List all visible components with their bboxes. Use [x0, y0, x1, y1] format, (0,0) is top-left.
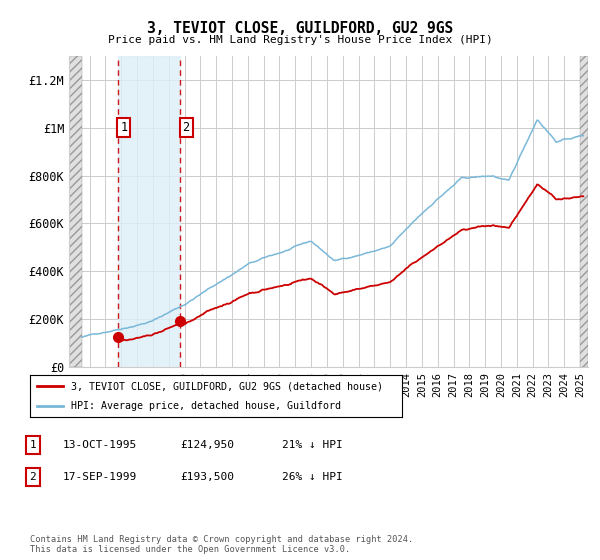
Text: 1: 1 — [120, 121, 127, 134]
Text: 17-SEP-1999: 17-SEP-1999 — [63, 472, 137, 482]
Text: HPI: Average price, detached house, Guildford: HPI: Average price, detached house, Guil… — [71, 401, 341, 410]
Bar — [580, 56, 588, 367]
Text: 26% ↓ HPI: 26% ↓ HPI — [282, 472, 343, 482]
Text: 3, TEVIOT CLOSE, GUILDFORD, GU2 9GS (detached house): 3, TEVIOT CLOSE, GUILDFORD, GU2 9GS (det… — [71, 381, 383, 391]
Bar — [118, 56, 180, 367]
Text: 2: 2 — [182, 121, 190, 134]
Text: £124,950: £124,950 — [180, 440, 234, 450]
Text: 3, TEVIOT CLOSE, GUILDFORD, GU2 9GS: 3, TEVIOT CLOSE, GUILDFORD, GU2 9GS — [147, 21, 453, 36]
Text: £193,500: £193,500 — [180, 472, 234, 482]
Text: Price paid vs. HM Land Registry's House Price Index (HPI): Price paid vs. HM Land Registry's House … — [107, 35, 493, 45]
Text: Contains HM Land Registry data © Crown copyright and database right 2024.
This d: Contains HM Land Registry data © Crown c… — [30, 535, 413, 554]
Text: 21% ↓ HPI: 21% ↓ HPI — [282, 440, 343, 450]
Text: 2: 2 — [29, 472, 37, 482]
Text: 1: 1 — [29, 440, 37, 450]
Text: 13-OCT-1995: 13-OCT-1995 — [63, 440, 137, 450]
Bar — [69, 56, 82, 367]
